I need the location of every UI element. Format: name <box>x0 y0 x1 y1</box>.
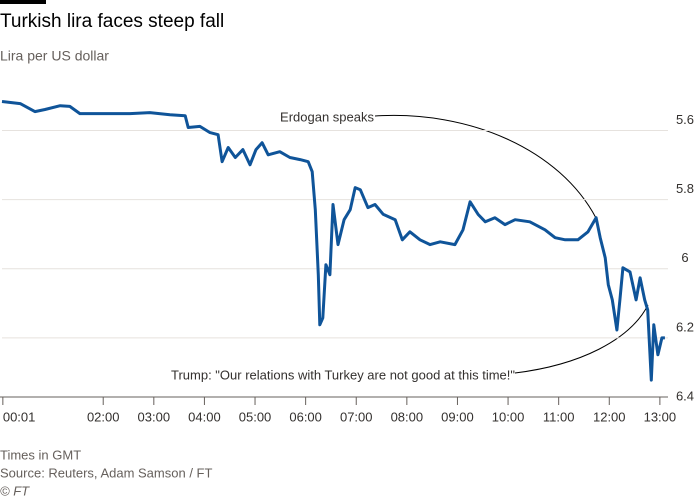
source: Source: Reuters, Adam Samson / FT <box>0 465 212 480</box>
y-tick-label: 5.8 <box>676 181 694 196</box>
x-tick-label: 07:00 <box>340 409 373 424</box>
chart-subtitle: Lira per US dollar <box>0 48 109 64</box>
y-tick-label: 6.2 <box>676 319 694 334</box>
y-tick-label: 5.6 <box>676 112 694 127</box>
x-tick-label: 13:00 <box>644 409 677 424</box>
y-tick-label: 6 <box>681 250 688 265</box>
line-series <box>1 100 665 382</box>
x-tick-label: 05:00 <box>239 409 272 424</box>
credit: © FT <box>0 483 30 498</box>
x-tick-label: 09:00 <box>441 409 474 424</box>
x-tick-label: 04:00 <box>188 409 221 424</box>
x-tick-label: 10:00 <box>492 409 525 424</box>
annotation: Erdogan speaks <box>280 109 374 124</box>
chart-title: Turkish lira faces steep fall <box>0 11 224 32</box>
annotation-connector <box>374 114 597 219</box>
annotation-connector <box>514 304 649 374</box>
annotation: Trump: "Our relations with Turkey are no… <box>171 367 515 382</box>
x-tick-label: 11:00 <box>543 409 575 424</box>
x-tick-label: 08:00 <box>391 409 424 424</box>
x-tick-label: 03:00 <box>138 409 171 424</box>
brand-bar <box>0 0 46 4</box>
x-tick-label: 02:00 <box>87 409 120 424</box>
footnote: Times in GMT <box>0 447 81 462</box>
y-tick-label: 6.4 <box>676 388 694 403</box>
x-tick-label: 12:00 <box>593 409 626 424</box>
x-tick-label: 00:01 <box>3 409 36 424</box>
x-tick-label: 06:00 <box>289 409 322 424</box>
